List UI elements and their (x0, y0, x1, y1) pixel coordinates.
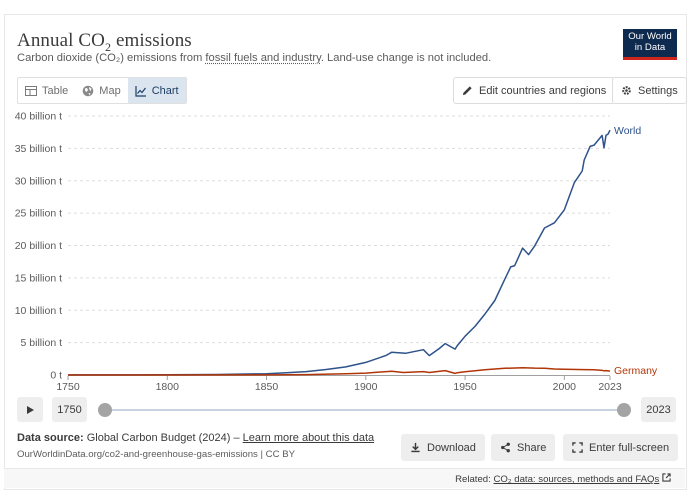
y-tick-label: 15 billion t (15, 272, 62, 284)
timeline-track[interactable] (105, 409, 624, 411)
y-tick-label: 10 billion t (15, 305, 62, 317)
co2-line-chart: 0 t 5 billion t 10 billion t 15 billion t 20… (15, 111, 658, 394)
related-text: Related: CO₂ data: sources, methods and … (455, 473, 671, 485)
y-tick-label: 25 billion t (15, 208, 62, 220)
play-button[interactable] (17, 397, 43, 422)
y-tick-label: 40 billion t (15, 111, 62, 123)
line-chart-icon (135, 85, 146, 97)
pencil-icon (462, 86, 472, 96)
download-button[interactable]: Download (401, 434, 485, 461)
share-button[interactable]: Share (491, 434, 556, 461)
download-icon (411, 442, 420, 453)
edit-countries-label: Edit countries and regions (479, 84, 607, 97)
tab-chart-label: Chart (151, 84, 179, 97)
tab-chart[interactable]: Chart (127, 78, 186, 103)
gear-icon (622, 86, 631, 95)
external-link-icon (662, 473, 671, 482)
expand-icon (572, 442, 583, 453)
x-tick-label: 1800 (156, 381, 180, 393)
timeline-start-handle[interactable] (98, 403, 112, 417)
series-label-world: World (614, 125, 641, 137)
series-label-germany: Germany (614, 365, 658, 377)
play-icon (27, 405, 34, 414)
y-tick-label: 30 billion t (15, 175, 62, 187)
x-tick-label: 1750 (56, 381, 80, 393)
timeline-end-handle[interactable] (617, 403, 631, 417)
y-tick-label: 35 billion t (15, 143, 62, 155)
x-tick-label: 1950 (453, 381, 477, 393)
chart-url: OurWorldinData.org/co2-and-greenhouse-ga… (17, 449, 295, 460)
tab-table-label: Table (42, 84, 69, 97)
settings-button[interactable]: Settings (612, 77, 687, 104)
series-line-world (67, 129, 611, 376)
y-tick-label: 20 billion t (15, 240, 62, 252)
owid-logo[interactable]: Our World in Data (623, 29, 677, 60)
page-subtitle: Carbon dioxide (CO₂) emissions from foss… (17, 52, 492, 64)
fullscreen-label: Enter full-screen (589, 441, 670, 454)
y-tick-label: 5 billion t (21, 337, 63, 349)
tab-map[interactable]: Map (75, 78, 127, 103)
x-tick-label: 2000 (553, 381, 577, 393)
y-tick-label: 0 t (50, 370, 62, 382)
edit-countries-button[interactable]: Edit countries and regions (453, 77, 616, 104)
x-tick-label: 1850 (255, 381, 279, 393)
series-line-germany (68, 366, 611, 376)
data-source: Data source: Global Carbon Budget (2024)… (17, 432, 375, 444)
fullscreen-button[interactable]: Enter full-screen (563, 434, 679, 461)
view-tabs: Table Map Chart (17, 77, 187, 104)
globe-icon (82, 85, 94, 96)
page-title: Annual CO2 emissions (17, 30, 192, 54)
timeline-start-year: 1750 (52, 397, 87, 422)
tab-table[interactable]: Table (18, 78, 75, 103)
x-tick-label: 1900 (354, 381, 378, 393)
x-tick-label: 2023 (598, 381, 622, 393)
share-icon (501, 442, 510, 453)
timeline-end-year: 2023 (641, 397, 676, 422)
tab-map-label: Map (99, 84, 121, 97)
related-footer: Related: CO₂ data: sources, methods and … (4, 468, 685, 488)
table-icon (25, 85, 37, 96)
download-label: Download (427, 441, 476, 454)
share-label: Share (517, 441, 547, 454)
related-link[interactable]: CO₂ data: sources, methods and FAQs (493, 474, 660, 485)
learn-more-link[interactable]: Learn more about this data (242, 432, 375, 444)
fossil-fuels-link[interactable]: fossil fuels and industry (205, 52, 321, 64)
settings-label: Settings (638, 84, 678, 97)
